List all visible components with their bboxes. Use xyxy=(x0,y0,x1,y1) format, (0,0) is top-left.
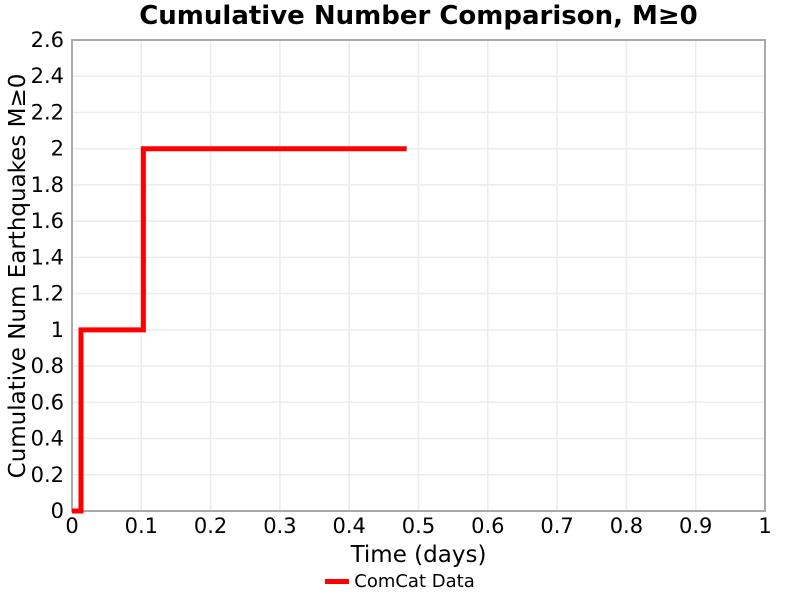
chart-title: Cumulative Number Comparison, M≥0 xyxy=(139,1,698,31)
y-tick-label: 0.6 xyxy=(31,390,64,414)
x-tick-label: 0.3 xyxy=(263,514,296,538)
y-tick-label: 0.4 xyxy=(31,427,64,451)
series-line-comcat-data xyxy=(72,146,407,514)
x-tick-label: 0 xyxy=(65,514,78,538)
y-tick-label: 1.2 xyxy=(31,282,64,306)
y-tick-label: 2 xyxy=(51,137,64,161)
x-tick-label: 0.6 xyxy=(471,514,504,538)
y-tick-label: 0.2 xyxy=(31,463,64,487)
y-tick-label: 2.4 xyxy=(31,64,64,88)
y-tick-label: 1.6 xyxy=(31,209,64,233)
x-tick-label: 0.2 xyxy=(194,514,227,538)
y-tick-label: 1 xyxy=(51,318,64,342)
x-tick-label: 0.5 xyxy=(402,514,435,538)
y-tick-label: 1.8 xyxy=(31,173,64,197)
x-tick-label: 0.7 xyxy=(540,514,573,538)
legend: ComCat Data xyxy=(0,571,800,592)
x-tick-label: 0.9 xyxy=(679,514,712,538)
plot-border xyxy=(71,39,766,512)
y-tick-label: 2.2 xyxy=(31,100,64,124)
y-tick-label: 2.6 xyxy=(31,28,64,52)
y-tick-label: 0 xyxy=(51,499,64,523)
x-tick-label: 0.8 xyxy=(610,514,643,538)
legend-label: ComCat Data xyxy=(354,571,475,592)
x-axis-label: Time (days) xyxy=(350,542,487,568)
y-tick-label: 0.8 xyxy=(31,354,64,378)
x-tick-label: 0.1 xyxy=(125,514,158,538)
y-tick-label: 1.4 xyxy=(31,245,64,269)
x-tick-label: 0.4 xyxy=(332,514,365,538)
legend-line-swatch xyxy=(325,579,350,584)
x-tick-label: 1 xyxy=(758,514,771,538)
